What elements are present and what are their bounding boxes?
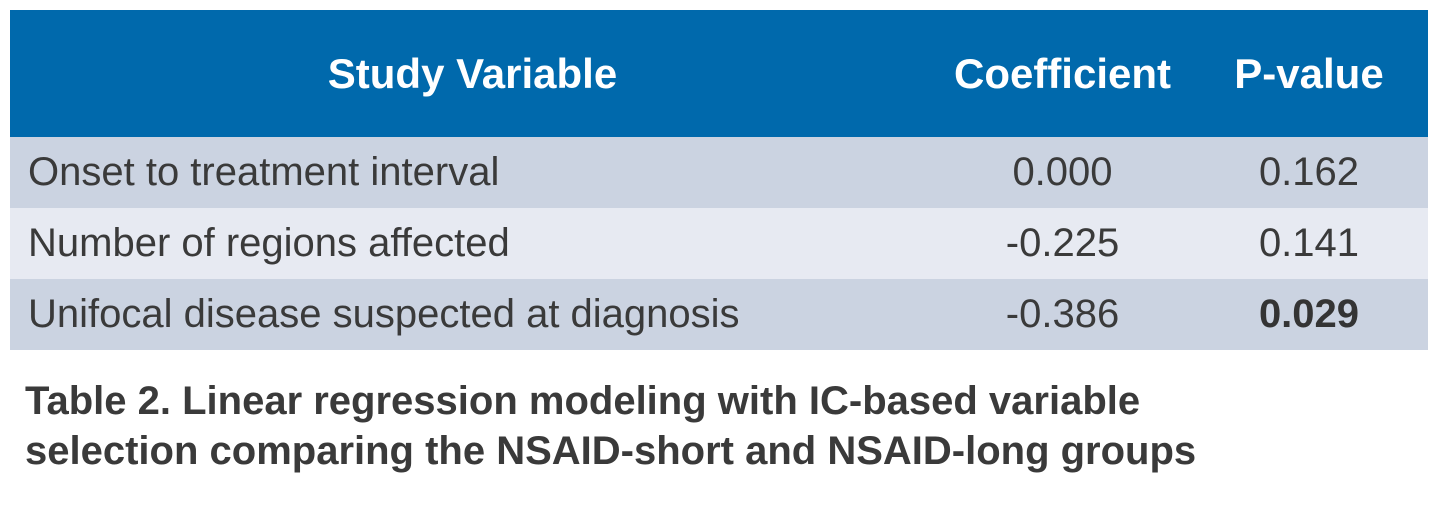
cell-coefficient: -0.225 [1005, 221, 1120, 265]
table-caption: Table 2. Linear regression modeling with… [25, 376, 1425, 476]
cell-coefficient: 0.000 [1012, 150, 1113, 194]
table-row: Onset to treatment interval 0.000 0.162 [10, 137, 1428, 208]
cell-p-value: 0.141 [1258, 221, 1360, 265]
column-header-coefficient: Coefficient [953, 49, 1171, 97]
regression-results-table: Study Variable Coefficient P-value Onset… [10, 10, 1428, 350]
table-header-row: Study Variable Coefficient P-value [10, 10, 1428, 137]
column-header-p-value: P-value [1234, 49, 1384, 97]
column-header-study-variable: Study Variable [327, 49, 618, 97]
table-row: Number of regions affected -0.225 0.141 [10, 208, 1428, 279]
table-caption-line2: selection comparing the NSAID-short and … [25, 429, 1197, 473]
table-caption-line1: Table 2. Linear regression modeling with… [25, 379, 1141, 423]
table-row: Unifocal disease suspected at diagnosis … [10, 279, 1428, 350]
cell-variable: Onset to treatment interval [28, 150, 500, 194]
cell-variable: Unifocal disease suspected at diagnosis [28, 292, 740, 336]
cell-p-value: 0.162 [1258, 150, 1360, 194]
cell-coefficient: -0.386 [1005, 292, 1120, 336]
cell-variable: Number of regions affected [28, 221, 510, 265]
cell-p-value-significant: 0.029 [1258, 292, 1360, 336]
